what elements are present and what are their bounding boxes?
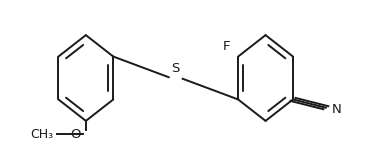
Text: S: S bbox=[172, 62, 180, 75]
Text: N: N bbox=[332, 103, 341, 116]
Text: O: O bbox=[70, 128, 80, 141]
Text: F: F bbox=[223, 40, 230, 53]
Text: CH₃: CH₃ bbox=[30, 128, 53, 141]
